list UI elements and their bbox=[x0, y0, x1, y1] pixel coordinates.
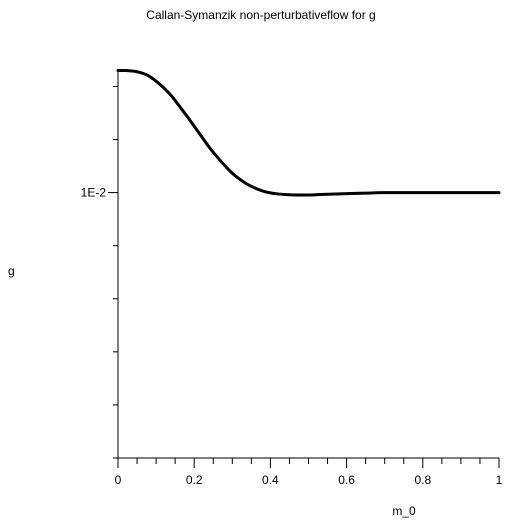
x-tick-label: 0.2 bbox=[186, 473, 203, 487]
chart-title: Callan-Symanzik non-perturbativeflow for… bbox=[146, 8, 375, 22]
x-tick-label: 1 bbox=[496, 473, 503, 487]
y-tick-label: 1E-2 bbox=[81, 186, 107, 200]
series-line bbox=[116, 68, 501, 197]
y-axis-ticks: 1E-21.00001E-21.00002E-21.00003E-21.0000… bbox=[81, 85, 118, 459]
x-axis-label: m_0 bbox=[392, 504, 416, 518]
x-tick-label: 0 bbox=[115, 473, 122, 487]
y-axis-label: g bbox=[8, 264, 15, 278]
x-tick-label: 0.6 bbox=[338, 473, 355, 487]
x-tick-label: 0.8 bbox=[414, 473, 431, 487]
x-tick-label: 0.4 bbox=[262, 473, 279, 487]
x-axis-ticks: 0 0.2 0.4 0.6 0.8 1 bbox=[115, 458, 503, 487]
